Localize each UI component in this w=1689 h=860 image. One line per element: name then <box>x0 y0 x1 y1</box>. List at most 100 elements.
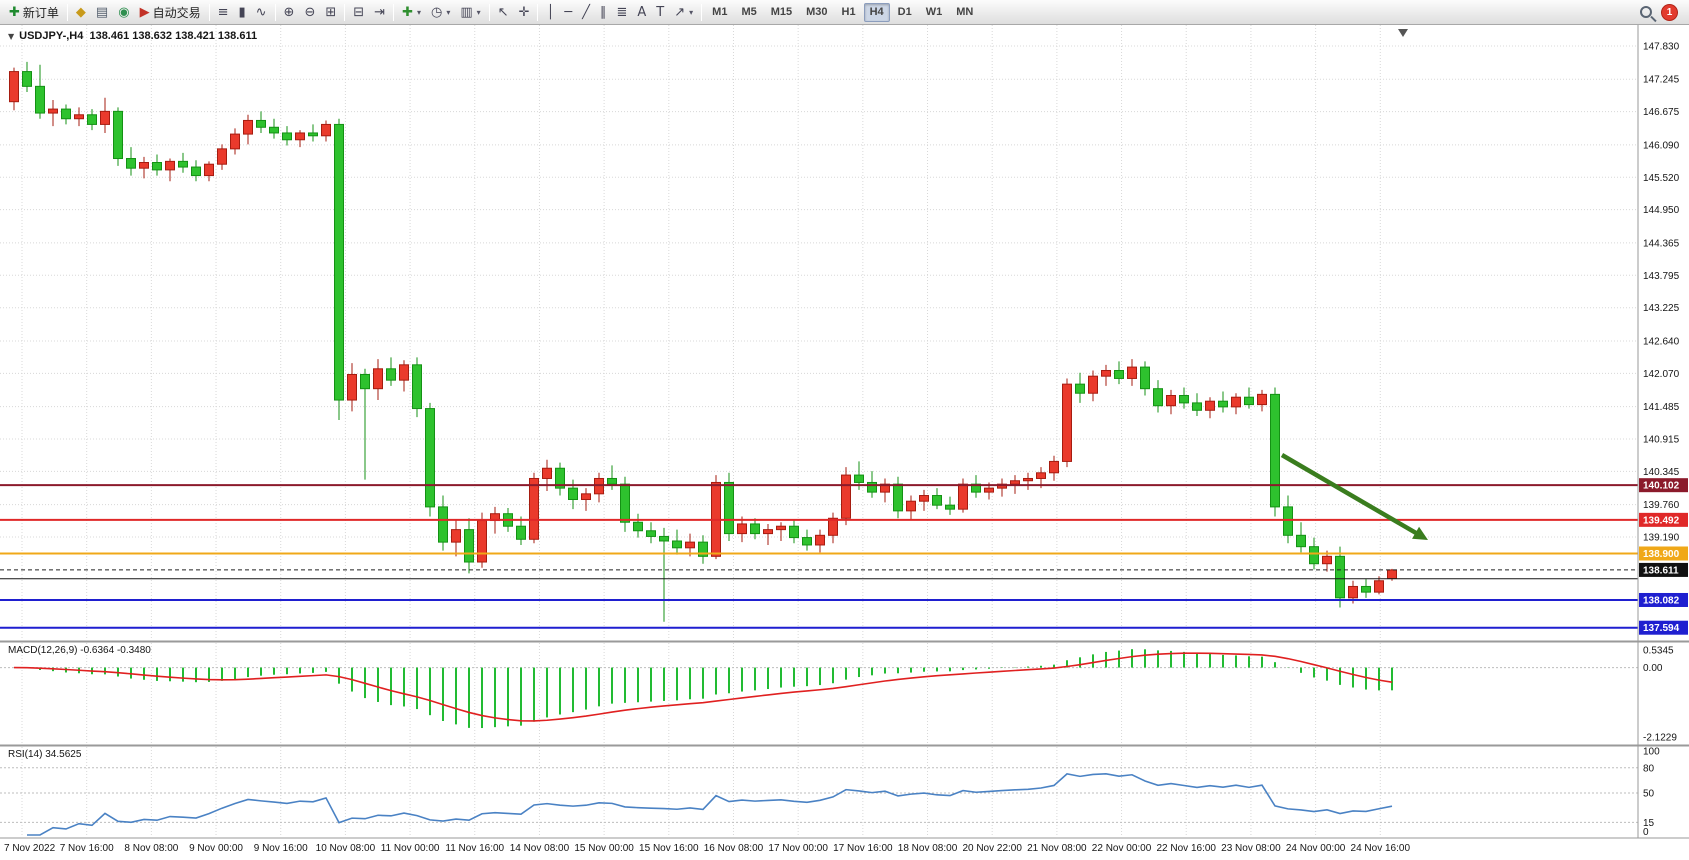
svg-text:141.485: 141.485 <box>1643 402 1680 413</box>
periods-icon: ◷ <box>431 4 443 20</box>
indicators-button[interactable]: ✚ ▾ <box>397 2 426 23</box>
fibonacci-icon: ≣ <box>616 4 628 20</box>
auto-scroll-icon: ⊟ <box>353 4 365 20</box>
bar-chart-button[interactable]: ≡ <box>213 2 234 23</box>
chart-shift-marker[interactable] <box>1398 29 1408 37</box>
new-order-icon: ✚ <box>9 4 20 20</box>
timeframe-h1-button[interactable]: H1 <box>841 6 856 18</box>
trendline-button[interactable]: ╱ <box>577 2 595 23</box>
horizontal-line-button[interactable]: ─ <box>559 2 577 23</box>
data-window-icon[interactable]: ◉ <box>113 2 134 23</box>
line-chart-button[interactable]: ∿ <box>251 2 272 23</box>
timeframe-m15-button[interactable]: M15 <box>770 6 793 18</box>
timeframe-d1-button[interactable]: D1 <box>897 6 912 18</box>
svg-text:24 Nov 00:00: 24 Nov 00:00 <box>1286 843 1346 854</box>
tile-windows-button[interactable]: ⊞ <box>320 2 341 23</box>
svg-text:142.640: 142.640 <box>1643 336 1680 347</box>
svg-text:139.492: 139.492 <box>1643 515 1680 526</box>
print-icon-icon: ▤ <box>95 4 109 20</box>
svg-text:140.915: 140.915 <box>1643 434 1680 445</box>
equidistant-channel-button[interactable]: ∥ <box>595 2 612 23</box>
zoom-out-button[interactable]: ⊖ <box>299 2 320 23</box>
crosshair-button[interactable]: ✛ <box>514 2 535 23</box>
fibonacci-button[interactable]: ≣ <box>611 2 632 23</box>
svg-text:10 Nov 08:00: 10 Nov 08:00 <box>316 843 376 854</box>
auto-scroll-button[interactable]: ⊟ <box>348 2 369 23</box>
timeframe-mn-button[interactable]: MN <box>956 6 974 18</box>
svg-text:7 Nov 2022: 7 Nov 2022 <box>4 843 56 854</box>
toolbar: ✚ 新订单 ◆ ▤ ◉ ▶ 自动交易 ≡ ▮ ∿ ⊕ ⊖ ⊞ ⊟ ⇥ ✚ ▾ ◷ ▾ ▥ ▾ ↖ ✛ │ ─ ╱ ∥ ≣ A T ↗ ▾ M1 M… <box>0 0 1689 25</box>
chevron-down-icon: ▾ <box>416 7 421 17</box>
rsi-line <box>27 773 1393 836</box>
chart-shift-button[interactable]: ⇥ <box>369 2 390 23</box>
svg-text:18 Nov 08:00: 18 Nov 08:00 <box>898 843 958 854</box>
arrow-annotation[interactable] <box>1280 453 1428 540</box>
zoom-out-icon: ⊖ <box>304 4 316 20</box>
toolbar-separator <box>274 3 276 21</box>
svg-text:145.520: 145.520 <box>1643 173 1680 184</box>
periods-dropdown[interactable]: ◷ ▾ <box>426 2 455 23</box>
grid <box>0 25 1638 837</box>
chart-canvas[interactable]: 140.102 139.492 138.900 138.611 138.082 137.5… <box>0 25 1689 860</box>
cursor-icon: ↖ <box>497 4 509 20</box>
svg-text:17 Nov 00:00: 17 Nov 00:00 <box>768 843 828 854</box>
svg-text:15: 15 <box>1643 818 1655 829</box>
rsi-panel <box>0 767 1638 836</box>
svg-text:142.070: 142.070 <box>1643 369 1680 380</box>
timeframe-w1-button[interactable]: W1 <box>925 6 943 18</box>
svg-text:15 Nov 00:00: 15 Nov 00:00 <box>574 843 634 854</box>
new-order-button[interactable]: ✚ 新订单 <box>4 2 64 23</box>
price-tag-139.492 <box>1639 512 1688 527</box>
chevron-down-icon: ▾ <box>689 7 694 17</box>
timeframe-h4-button[interactable]: H4 <box>863 2 890 22</box>
trendline-icon: ╱ <box>582 4 590 20</box>
svg-text:147.245: 147.245 <box>1643 75 1680 86</box>
svg-text:20 Nov 22:00: 20 Nov 22:00 <box>962 843 1022 854</box>
chevron-down-icon: ▾ <box>446 7 451 17</box>
notification-badge[interactable]: 1 <box>1662 4 1677 20</box>
svg-text:0.00: 0.00 <box>1643 663 1663 674</box>
search-icon[interactable] <box>1640 6 1652 18</box>
toolbar-separator <box>488 3 490 21</box>
horizontal-lines[interactable] <box>0 484 1638 629</box>
cursor-button[interactable]: ↖ <box>493 2 514 23</box>
timeframe-m30-button[interactable]: M30 <box>806 6 828 18</box>
toolbar-separator <box>66 3 68 21</box>
svg-text:143.795: 143.795 <box>1643 271 1680 282</box>
autotrading-button[interactable]: ▶ 自动交易 <box>135 2 206 23</box>
print-icon[interactable]: ▤ <box>91 2 113 23</box>
toolbar-buttons: ✚ 新订单 ◆ ▤ ◉ ▶ 自动交易 ≡ ▮ ∿ ⊕ ⊖ ⊞ ⊟ ⇥ ✚ ▾ ◷ ▾ ▥ ▾ ↖ ✛ │ ─ ╱ ∥ ≣ A T ↗ ▾ M1 M… <box>4 0 980 24</box>
time-axis: 7 Nov 2022 7 Nov 16:00 8 Nov 08:00 9 Nov 00… <box>4 843 1410 854</box>
candles <box>9 61 1397 622</box>
macd-histogram <box>0 649 1638 729</box>
text-label-button[interactable]: T <box>651 2 669 23</box>
collapse-panel-icon[interactable]: ▼ <box>8 31 15 41</box>
chart-shift-icon: ⇥ <box>374 4 386 20</box>
svg-text:146.675: 146.675 <box>1643 107 1680 118</box>
crosshair-icon: ✛ <box>518 4 530 20</box>
navigator-icon[interactable]: ◆ <box>71 2 91 23</box>
autotrading-button-label: 自动交易 <box>152 5 201 20</box>
svg-text:137.594: 137.594 <box>1643 623 1680 634</box>
templates-dropdown[interactable]: ▥ ▾ <box>455 2 485 23</box>
new-order-button-label: 新订单 <box>22 5 59 20</box>
vertical-line-button[interactable]: │ <box>541 2 559 23</box>
candlestick-chart-button[interactable]: ▮ <box>233 2 250 23</box>
bar-chart-icon: ≡ <box>217 4 229 20</box>
macd-signal-line <box>13 652 1393 722</box>
toolbar-separator <box>393 3 395 21</box>
toolbar-right: 1 <box>1640 4 1685 20</box>
arrows-dropdown[interactable]: ↗ ▾ <box>669 2 698 23</box>
text-label-icon: T <box>656 4 665 20</box>
panel-borders <box>0 25 1689 839</box>
timeframe-m1-button[interactable]: M1 <box>712 6 728 18</box>
timeframe-m5-button[interactable]: M5 <box>741 6 757 18</box>
svg-text:139.190: 139.190 <box>1643 533 1680 544</box>
text-button[interactable]: A <box>632 2 651 23</box>
svg-text:138.900: 138.900 <box>1643 549 1680 560</box>
chevron-down-icon: ▾ <box>476 7 481 17</box>
zoom-in-button[interactable]: ⊕ <box>279 2 300 23</box>
svg-text:100: 100 <box>1643 747 1660 758</box>
vertical-line-icon: │ <box>546 4 555 20</box>
price-tag-140.102 <box>1639 478 1688 493</box>
